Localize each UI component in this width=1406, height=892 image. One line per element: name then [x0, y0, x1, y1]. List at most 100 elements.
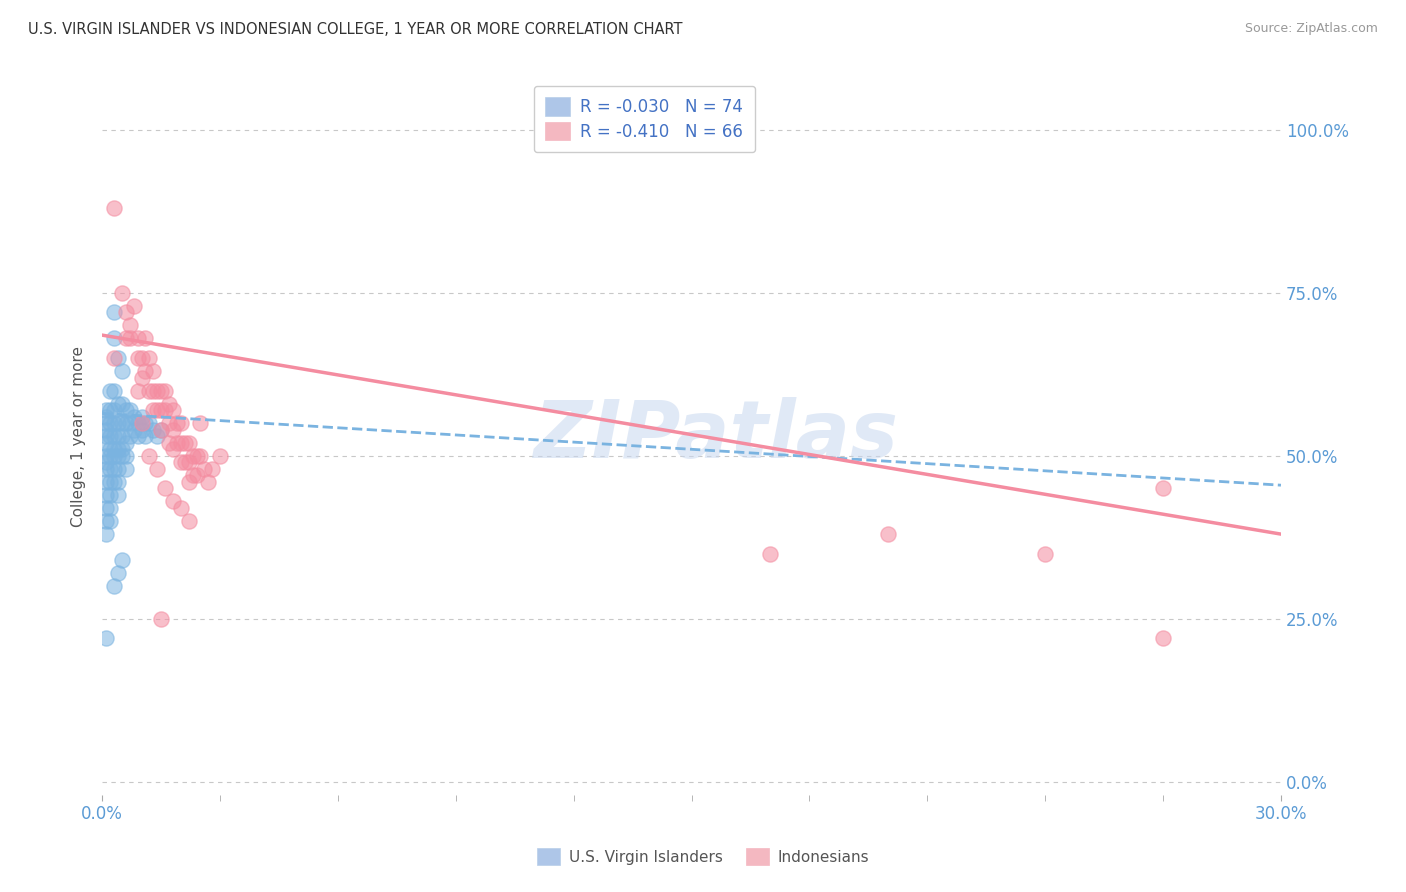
- Point: [127, 429, 149, 443]
- Point: [138, 416, 160, 430]
- Point: [94, 409, 117, 424]
- Point: [177, 475, 200, 489]
- Point: [142, 403, 165, 417]
- Point: [134, 416, 156, 430]
- Point: [162, 442, 184, 457]
- Point: [94, 423, 117, 437]
- Point: [98, 475, 121, 489]
- Point: [107, 566, 129, 581]
- Point: [103, 351, 125, 365]
- Point: [127, 384, 149, 398]
- Point: [181, 449, 204, 463]
- Point: [153, 482, 176, 496]
- Point: [150, 384, 173, 398]
- Point: [103, 475, 125, 489]
- Point: [107, 475, 129, 489]
- Point: [157, 416, 180, 430]
- Point: [111, 416, 134, 430]
- Point: [107, 449, 129, 463]
- Point: [114, 462, 136, 476]
- Point: [94, 632, 117, 646]
- Point: [107, 397, 129, 411]
- Point: [94, 514, 117, 528]
- Point: [107, 416, 129, 430]
- Point: [157, 397, 180, 411]
- Point: [177, 514, 200, 528]
- Point: [114, 403, 136, 417]
- Point: [103, 449, 125, 463]
- Point: [111, 449, 134, 463]
- Point: [170, 435, 193, 450]
- Point: [114, 305, 136, 319]
- Point: [201, 462, 224, 476]
- Point: [127, 351, 149, 365]
- Point: [134, 429, 156, 443]
- Point: [98, 442, 121, 457]
- Point: [162, 494, 184, 508]
- Point: [193, 462, 215, 476]
- Point: [98, 384, 121, 398]
- Point: [150, 423, 173, 437]
- Point: [157, 435, 180, 450]
- Point: [1152, 632, 1174, 646]
- Point: [146, 403, 169, 417]
- Point: [131, 351, 153, 365]
- Point: [186, 449, 208, 463]
- Point: [118, 331, 141, 345]
- Point: [190, 449, 212, 463]
- Point: [142, 384, 165, 398]
- Point: [173, 455, 195, 469]
- Point: [98, 449, 121, 463]
- Legend: R = -0.030   N = 74, R = -0.410   N = 66: R = -0.030 N = 74, R = -0.410 N = 66: [534, 86, 755, 153]
- Point: [138, 449, 160, 463]
- Point: [146, 462, 169, 476]
- Point: [98, 403, 121, 417]
- Point: [103, 201, 125, 215]
- Text: ZIPatlas: ZIPatlas: [533, 397, 897, 475]
- Point: [181, 468, 204, 483]
- Point: [153, 403, 176, 417]
- Point: [98, 488, 121, 502]
- Point: [190, 416, 212, 430]
- Point: [94, 462, 117, 476]
- Point: [111, 429, 134, 443]
- Point: [94, 429, 117, 443]
- Point: [103, 416, 125, 430]
- Point: [103, 305, 125, 319]
- Point: [111, 553, 134, 567]
- Point: [98, 501, 121, 516]
- Point: [103, 331, 125, 345]
- Point: [177, 455, 200, 469]
- Text: U.S. VIRGIN ISLANDER VS INDONESIAN COLLEGE, 1 YEAR OR MORE CORRELATION CHART: U.S. VIRGIN ISLANDER VS INDONESIAN COLLE…: [28, 22, 683, 37]
- Point: [146, 384, 169, 398]
- Point: [759, 547, 782, 561]
- Point: [138, 351, 160, 365]
- Point: [150, 403, 173, 417]
- Point: [118, 429, 141, 443]
- Point: [94, 527, 117, 541]
- Point: [111, 442, 134, 457]
- Point: [94, 501, 117, 516]
- Point: [150, 612, 173, 626]
- Point: [107, 429, 129, 443]
- Point: [114, 416, 136, 430]
- Point: [127, 416, 149, 430]
- Y-axis label: College, 1 year or more: College, 1 year or more: [72, 346, 86, 527]
- Point: [94, 435, 117, 450]
- Point: [170, 455, 193, 469]
- Point: [118, 403, 141, 417]
- Point: [1033, 547, 1056, 561]
- Point: [94, 455, 117, 469]
- Point: [98, 514, 121, 528]
- Point: [170, 501, 193, 516]
- Point: [98, 416, 121, 430]
- Point: [103, 429, 125, 443]
- Point: [118, 318, 141, 333]
- Point: [114, 331, 136, 345]
- Point: [134, 364, 156, 378]
- Point: [186, 468, 208, 483]
- Point: [107, 488, 129, 502]
- Point: [118, 416, 141, 430]
- Point: [94, 449, 117, 463]
- Point: [94, 488, 117, 502]
